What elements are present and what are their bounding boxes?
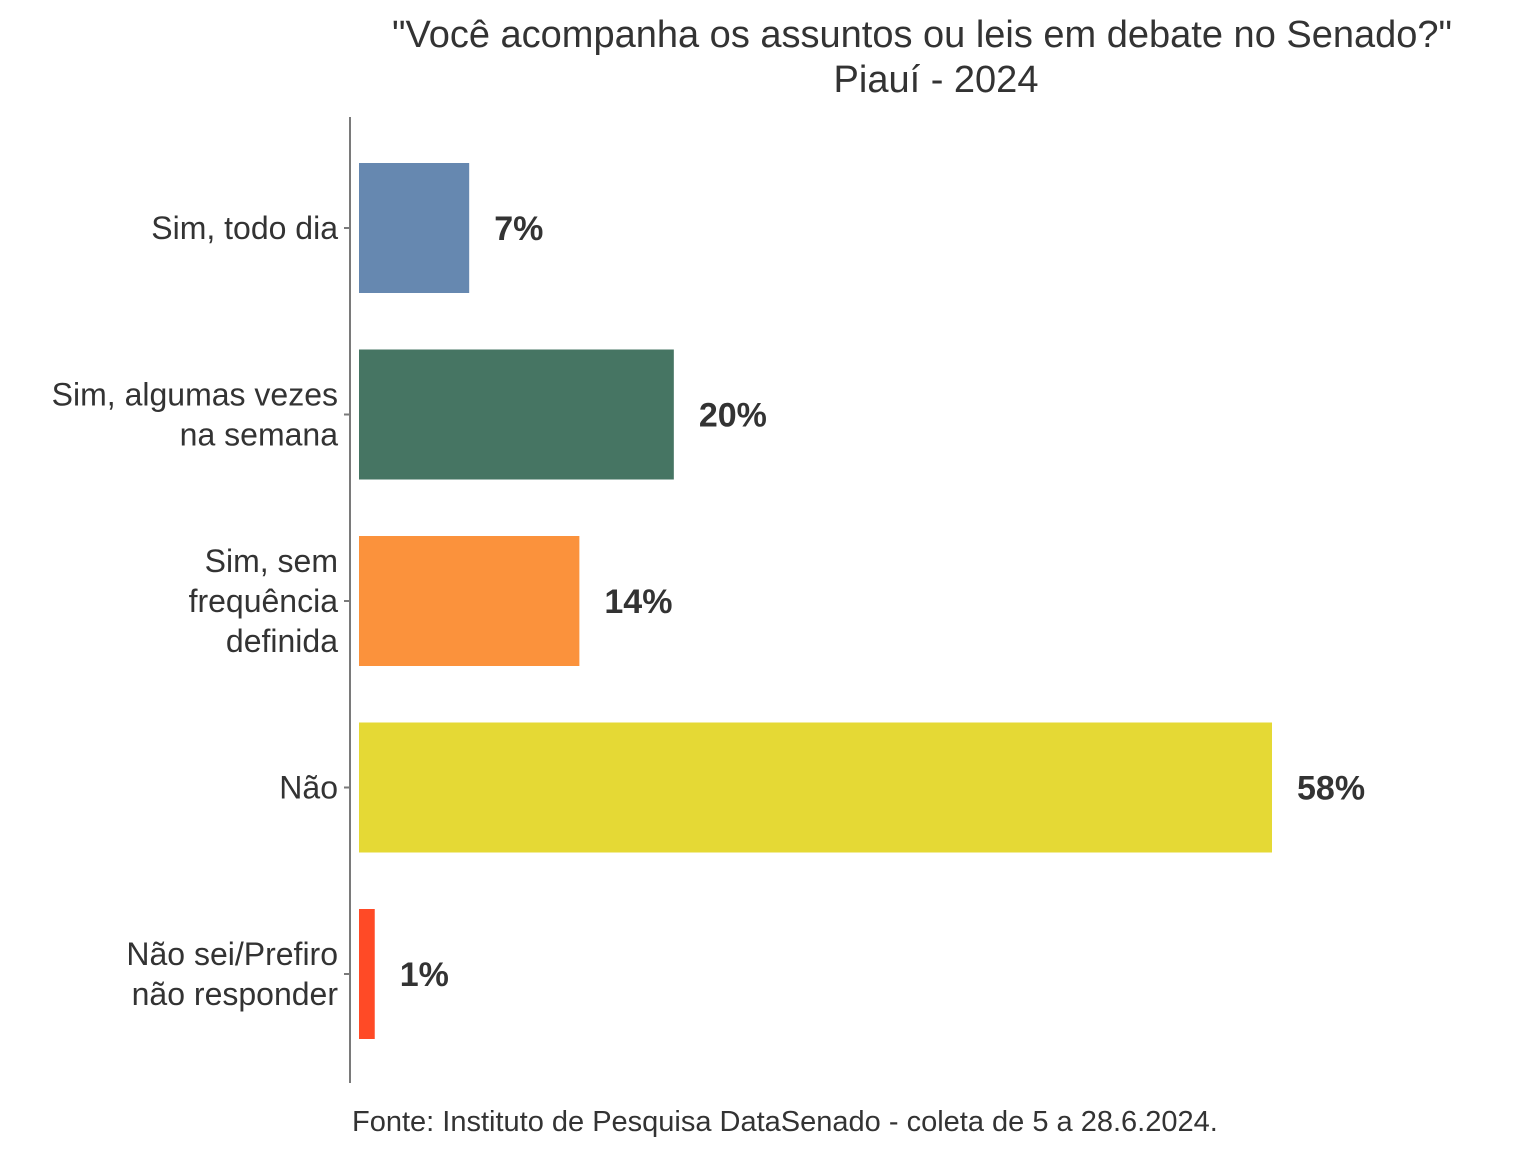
chart-caption: Fonte: Instituto de Pesquisa DataSenado … <box>352 1106 1218 1138</box>
bar <box>359 722 1272 853</box>
category-label-line: não responder <box>132 976 339 1012</box>
bar <box>359 909 375 1039</box>
bar <box>359 536 580 666</box>
category-label-line: Sim, algumas vezes <box>52 377 338 413</box>
category-label-line: Não <box>279 770 338 806</box>
value-label: 1% <box>400 956 449 994</box>
value-label: 7% <box>494 210 543 248</box>
category-label: Não <box>279 770 338 806</box>
category-label-line: definida <box>226 623 338 659</box>
category-label: Sim, sem frequência definida <box>189 543 339 659</box>
bar <box>359 349 674 480</box>
bar <box>359 163 470 293</box>
category-label: Não sei/Prefiro não responder <box>126 936 338 1012</box>
category-label-line: Sim, todo dia <box>151 210 338 246</box>
category-label-line: frequência <box>189 583 339 619</box>
chart-title: "Você acompanha os assuntos ou leis em d… <box>392 14 1452 56</box>
category-label: Sim, todo dia <box>151 210 338 246</box>
category-label-line: Não sei/Prefiro <box>126 936 338 972</box>
value-label: 20% <box>699 397 767 435</box>
category-label: Sim, algumas vezes na semana <box>52 377 339 453</box>
chart-subtitle: Piauí - 2024 <box>834 59 1039 101</box>
category-label-line: Sim, sem <box>205 543 338 579</box>
bars-group: 7% Sim, todo dia 20% Sim, algumas vezes na s… <box>52 163 1365 1039</box>
value-label: 14% <box>604 583 672 621</box>
category-label-line: na semana <box>180 417 339 453</box>
value-label: 58% <box>1297 770 1365 808</box>
